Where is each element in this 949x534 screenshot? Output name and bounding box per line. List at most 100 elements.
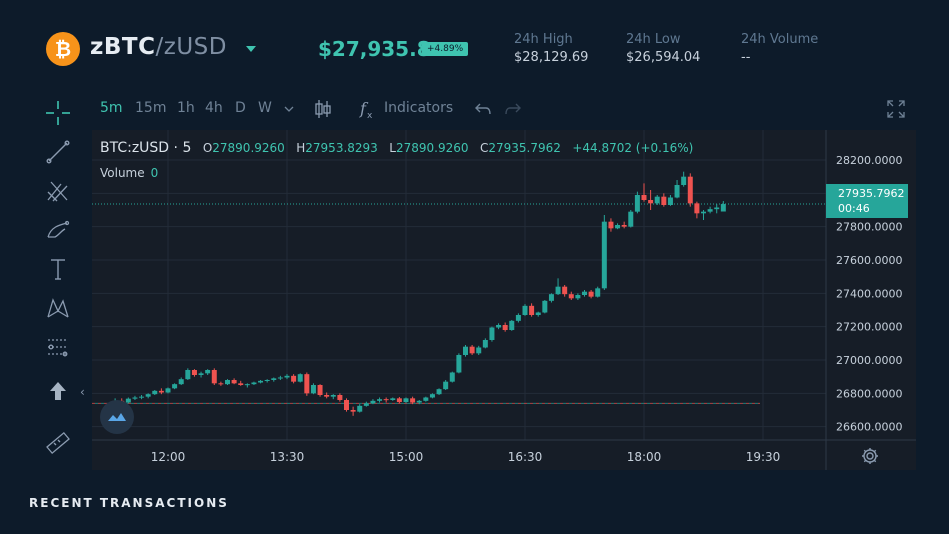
gear-icon[interactable] [860,446,880,466]
candle-type-icon[interactable] [314,98,332,120]
candle-body [350,410,356,412]
last-price-value: 27935.7962 [838,187,905,200]
candle-body [436,389,442,395]
candle-body [132,397,138,399]
y-tick-label: 27000.0000 [836,354,902,367]
timeframe-w[interactable]: W [258,100,272,116]
chart-provider-logo[interactable] [100,400,134,434]
candle-body [694,203,700,214]
candle-body [429,394,435,398]
crosshair-tool[interactable] [40,98,76,128]
candle-body [648,200,654,204]
cloud-logo-icon [108,413,126,421]
svg-text:x: x [367,111,373,120]
undo-icon[interactable] [474,101,492,117]
pitchfork-tool[interactable] [40,176,76,206]
indicators-button[interactable]: Indicators [384,100,454,116]
candle-body [489,327,495,340]
pattern-tool[interactable] [40,293,76,323]
candle-body [158,390,164,393]
candle-body [601,221,607,289]
y-tick-label: 26800.0000 [836,387,902,400]
candle-body [482,340,488,348]
measure-tool[interactable] [40,428,76,458]
candle-body [582,291,587,295]
stat-label: 24h Low [626,32,681,47]
candlestick-chart[interactable]: 28200.000028000.000027800.000027600.0000… [92,130,916,470]
candle-body [390,398,396,400]
candle-body [152,390,158,395]
candle-body [522,305,528,315]
y-tick-label: 27800.0000 [836,221,902,234]
candle-body [661,196,667,205]
candle-body [529,305,535,315]
pitchfork-icon [47,181,68,202]
text-tool[interactable] [40,254,76,284]
candle-body [396,398,402,402]
brush-tool[interactable] [40,215,76,245]
crosshair-icon [46,101,70,125]
pair-base: zBTC [90,34,156,60]
candle-body [654,196,660,204]
brush-icon [47,220,70,238]
chart-symbol: BTC:zUSD · 5 [100,140,192,156]
candle-body [291,375,297,382]
fib-tool[interactable] [40,332,76,362]
candle-body [548,294,554,301]
price-chart[interactable]: 28200.000028000.000027800.000027600.0000… [80,130,916,470]
candle-body [416,400,422,403]
arrow-tool[interactable] [40,376,76,406]
pair-selector[interactable]: zBTC/zUSD [90,34,227,60]
open-key: O [202,141,213,155]
candle-body [555,286,561,295]
candle-body [410,398,416,403]
stat-value: -- [741,50,751,65]
timeframe-5m[interactable]: 5m [100,100,123,116]
timeframe-d[interactable]: D [235,100,246,116]
candle-body [244,384,250,386]
chevron-down-icon[interactable] [246,46,256,52]
candle-body [595,288,601,297]
candle-body [615,225,621,229]
candle-body [634,195,640,212]
candle-body [344,400,349,410]
candle-body [621,225,627,227]
candle-body [469,346,475,354]
timeframe-4h[interactable]: 4h [205,100,223,116]
candle-body [357,405,363,412]
fibonacci-icon [48,339,68,357]
recent-transactions-title: RECENT TRANSACTIONS [29,496,229,510]
text-icon [51,259,65,280]
candle-body [370,400,376,404]
fullscreen-icon[interactable] [886,99,906,119]
candle-body [463,346,468,355]
candle-body [496,325,502,328]
low-value: 27890.9260 [395,141,469,155]
candle-body [509,320,515,330]
chevron-down-icon[interactable] [284,105,294,113]
candle-body [701,211,706,214]
high-value: 27953.8293 [305,141,378,155]
candle-body [165,388,171,393]
candle-body [264,380,270,381]
collapse-toolbar-icon[interactable]: ‹ [80,385,85,399]
redo-icon[interactable] [504,101,522,117]
candle-body [337,395,343,400]
candle-body [681,176,687,185]
candle-body [575,295,581,299]
candle-body [277,377,283,379]
candle-body [443,381,449,390]
candle-body [191,370,197,375]
candle-body [205,370,211,374]
trendline-tool[interactable] [40,137,76,167]
stat-value: $28,129.69 [514,50,589,65]
timeframe-1h[interactable]: 1h [177,100,195,116]
candle-body [251,382,257,385]
candle-body [310,385,316,394]
candle-body [139,396,145,398]
candle-body [641,195,647,200]
candle-body [456,355,462,373]
timeframe-15m[interactable]: 15m [135,100,167,116]
